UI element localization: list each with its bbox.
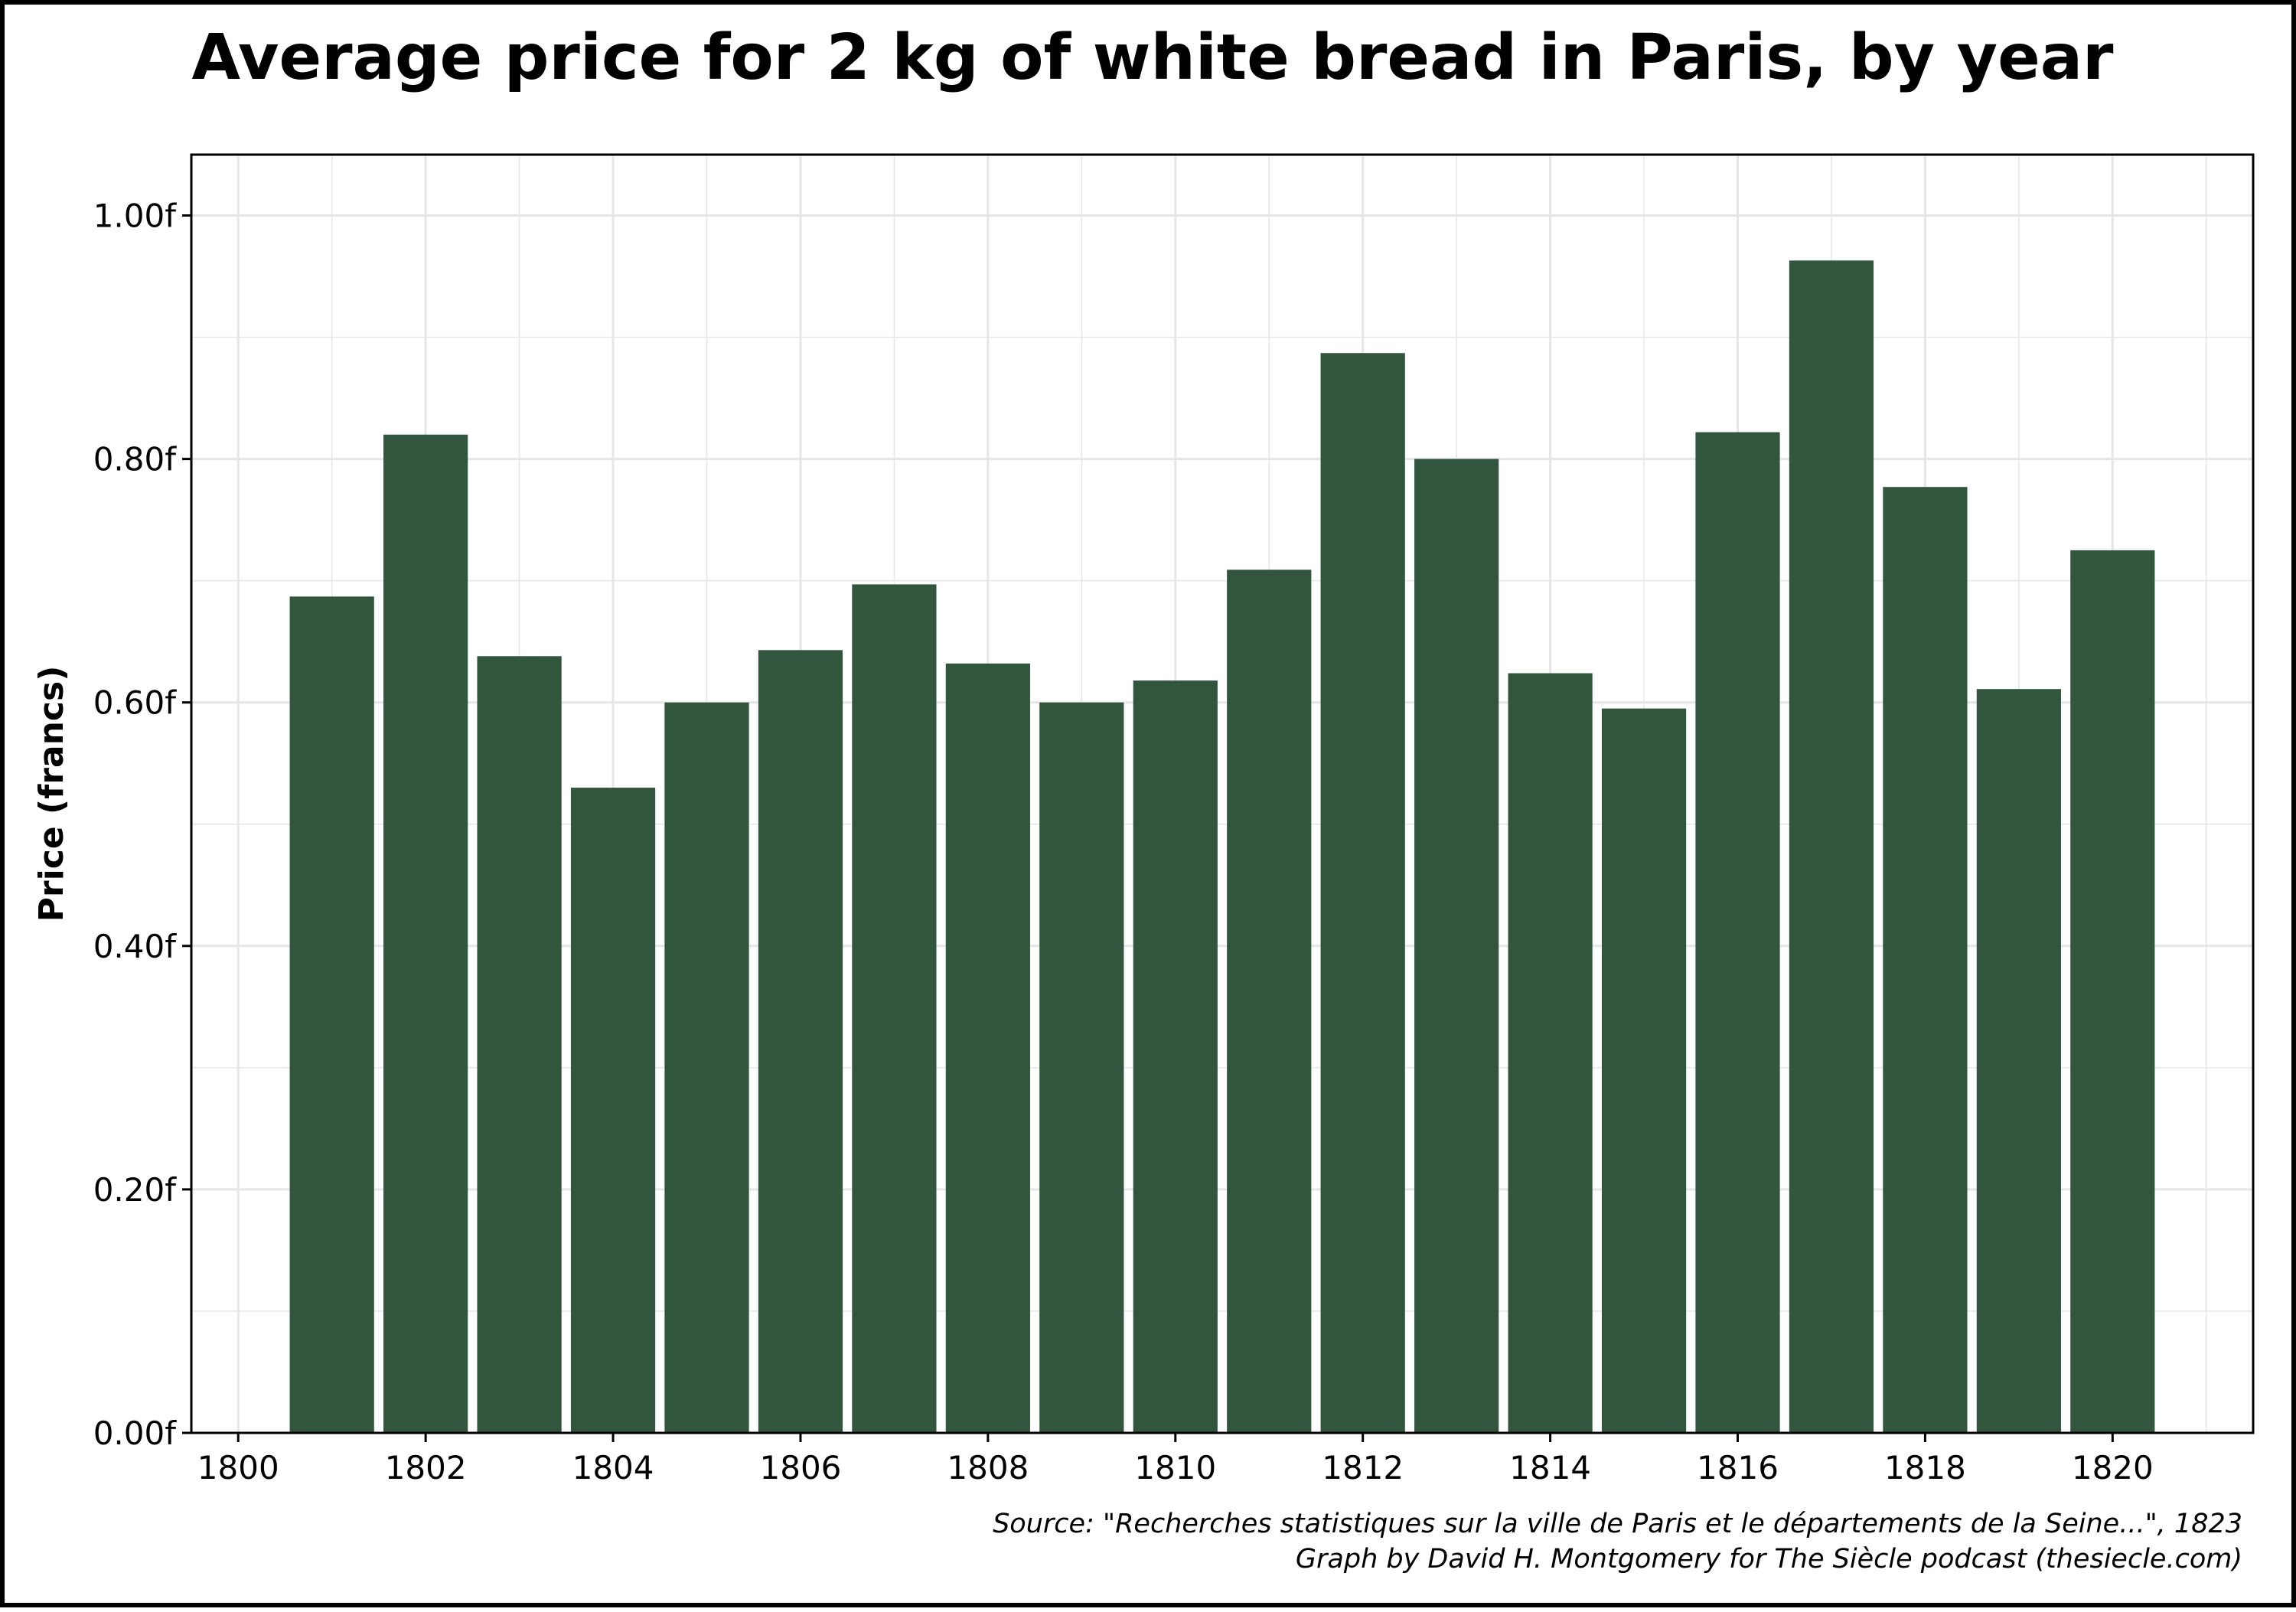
y-axis-title: Price (francs) — [32, 666, 71, 922]
chart-title: Average price for 2 kg of white bread in… — [191, 21, 2114, 94]
bar-1811 — [1227, 569, 1312, 1434]
bar-1804 — [570, 788, 656, 1433]
bar-1812 — [1320, 353, 1405, 1434]
bar-1801 — [289, 596, 374, 1434]
bar-1809 — [1039, 702, 1124, 1433]
y-tick-label: 1.00f — [93, 197, 178, 235]
x-axis: 1800 1802 1804 1806 1808 1810 1812 1814 1816 1818… — [197, 1433, 2154, 1486]
plot-border — [190, 153, 2255, 1434]
chart-caption: Source: "Recherches statistiques sur la … — [993, 1506, 2242, 1577]
source-note: Source: "Recherches statistiques sur la … — [993, 1509, 2242, 1539]
credit-note: Graph by David H. Montgomery for The Siè… — [1295, 1544, 2242, 1574]
bar-1810 — [1133, 680, 1218, 1433]
y-tick-label: 0.20f — [93, 1171, 178, 1209]
x-tick-label: 1816 — [1697, 1449, 1779, 1486]
y-tick-label: 0.80f — [93, 441, 178, 478]
x-tick-label: 1820 — [2072, 1449, 2154, 1486]
bar-1807 — [852, 584, 937, 1433]
bar-1813 — [1414, 458, 1499, 1433]
bar-1818 — [1883, 487, 1968, 1434]
bar-1815 — [1601, 708, 1687, 1433]
x-tick-label: 1818 — [1884, 1449, 1966, 1486]
bar-1816 — [1695, 432, 1780, 1433]
y-tick-label: 0.60f — [93, 684, 178, 722]
bar-1802 — [383, 434, 468, 1433]
bar-1806 — [758, 650, 843, 1433]
y-tick-label: 0.00f — [93, 1415, 178, 1452]
x-tick-label: 1804 — [572, 1449, 654, 1486]
bar-1817 — [1789, 260, 1874, 1433]
x-tick-label: 1812 — [1322, 1449, 1404, 1486]
x-tick-label: 1806 — [760, 1449, 842, 1486]
bars — [289, 260, 2155, 1434]
y-axis: 0.00f 0.20f 0.40f 0.60f 0.80f 1.00f — [93, 197, 191, 1452]
x-tick-label: 1800 — [197, 1449, 279, 1486]
bar-1820 — [2070, 550, 2155, 1433]
x-tick-label: 1814 — [1509, 1449, 1591, 1486]
bar-1805 — [664, 702, 749, 1433]
x-tick-label: 1802 — [385, 1449, 467, 1486]
x-tick-label: 1808 — [947, 1449, 1029, 1486]
bar-1803 — [477, 656, 562, 1433]
x-tick-label: 1810 — [1134, 1449, 1216, 1486]
bar-chart: 1800 1802 1804 1806 1808 1810 1812 1814 1816 1818… — [32, 153, 2255, 1486]
y-tick-label: 0.40f — [93, 928, 178, 965]
bar-1814 — [1508, 673, 1593, 1433]
bar-1819 — [1976, 689, 2061, 1433]
bar-1808 — [945, 663, 1030, 1433]
